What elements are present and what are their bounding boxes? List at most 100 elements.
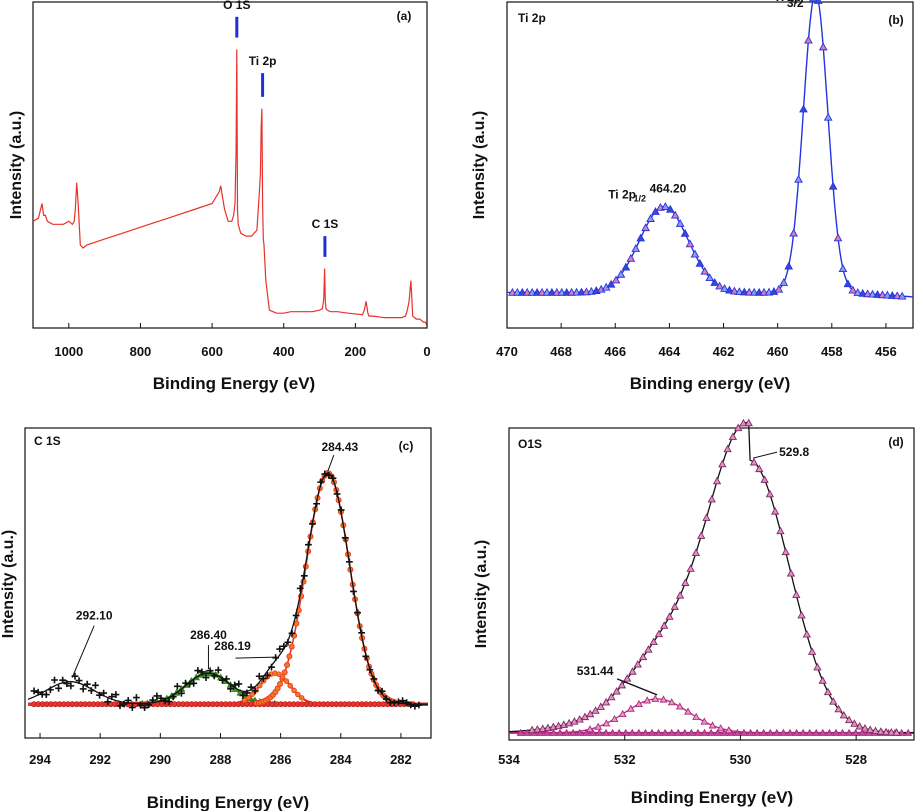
o1s-data-point [543, 723, 553, 732]
c1s-data-point [157, 694, 165, 702]
c1s-data-point [390, 699, 398, 707]
ti2p-data-point [695, 258, 705, 267]
ti2p-data-point [813, 0, 823, 4]
o1s-data-point [844, 715, 854, 724]
o1s-data-point [807, 647, 817, 655]
ti2p-data-point [887, 290, 897, 299]
o1s-baseline-point [608, 728, 617, 736]
panel-a-y-axis-label: Intensity (a.u.) [8, 111, 25, 219]
o1s-data-point [871, 726, 880, 734]
c1s-data-point [173, 682, 181, 690]
panel-b-plot-frame [506, 1, 914, 329]
ti2p-data-point [705, 273, 715, 282]
c1s-shoulder-point [249, 691, 255, 698]
c1s-data-point [255, 672, 263, 680]
leader-line [71, 625, 95, 678]
c1s-main-point [281, 669, 288, 676]
c1s-data-point [214, 666, 222, 674]
panel-c-y-axis-label: Intensity (a.u.) [0, 530, 17, 638]
c1s-data-point [403, 699, 411, 707]
c1s-data-point [341, 534, 349, 542]
c1s-data-point [34, 688, 42, 696]
peak-name-label: Ti 2p [774, 0, 802, 4]
o1s-data-point [702, 513, 711, 521]
o1s-data-point [855, 722, 864, 730]
ti2p-data-point [631, 243, 641, 252]
o1s-shoulder-point [724, 726, 733, 734]
c1s-shoulder-point [245, 694, 252, 701]
leader-line [752, 451, 778, 459]
o1s-data-point [887, 728, 896, 736]
o1s-baseline-point [602, 728, 610, 736]
c1s-data-point [317, 478, 325, 486]
peak-marker-label: C 1S [312, 217, 339, 231]
o1s-data-point [628, 667, 637, 675]
o1s-baseline-point [753, 728, 762, 736]
panel-d-x-tick-label: 532 [614, 752, 636, 767]
o1s-shoulder-point [684, 707, 692, 715]
ti2p-data-point [670, 210, 680, 219]
c1s-data-point [235, 680, 243, 688]
o1s-baseline-point [792, 728, 801, 736]
o1s-baseline-point [621, 728, 630, 736]
c1s-data-point [63, 680, 71, 687]
o1s-baseline-point [818, 728, 827, 736]
o1s-data-point [575, 715, 584, 723]
o1s-data-point [686, 564, 695, 572]
o1s-data-point [760, 475, 769, 483]
ti2p-data-point [873, 290, 882, 298]
o1s-shoulder-point [692, 712, 701, 720]
o1s-data-point [675, 591, 685, 599]
o1s-data-point [607, 692, 616, 701]
o1s-shoulder-point [626, 704, 635, 712]
c1s-data-point [108, 693, 116, 701]
c1s-data-point [206, 667, 214, 675]
o1s-baseline-point [556, 728, 564, 736]
c1s-data-point [75, 677, 83, 685]
o1s-data-point [533, 725, 542, 733]
o1s-baseline-point [812, 728, 821, 736]
o1s-data-point [654, 629, 664, 638]
c1s-data-point [370, 675, 378, 683]
ti2p-data-point [725, 285, 734, 294]
ti2p-data-point [616, 269, 626, 278]
ti2p-data-point [680, 228, 690, 237]
o1s-baseline-point [713, 728, 722, 736]
o1s-baseline-point [516, 728, 525, 736]
ti2p-data-point [804, 35, 813, 44]
c1s-data-point [407, 701, 415, 709]
o1s-baseline-point [831, 728, 840, 736]
panel-b-label: (b) [888, 13, 903, 27]
c1s-data-point [67, 682, 75, 690]
o1s-data-point [538, 724, 547, 732]
peak-value-label: 284.43 [321, 440, 358, 454]
c1s-data-point [280, 642, 288, 650]
panel-c-x-tick-label: 288 [210, 752, 232, 767]
ti2p-data-point [730, 286, 739, 295]
ti2p-fit-line [507, 0, 914, 298]
leader-line [327, 454, 335, 472]
c1s-data-point [337, 506, 345, 514]
ti2p-data-point [734, 287, 744, 296]
o1s-data-point [649, 637, 658, 646]
c1s-data-point [345, 558, 353, 566]
peak-marker-label: O 1S [223, 0, 250, 12]
ti2p-data-point [636, 233, 646, 242]
leader-line [235, 656, 277, 659]
o1s-baseline-point [733, 728, 742, 736]
o1s-shoulder-point [716, 724, 725, 732]
peak-name-subscript: 1/2 [633, 193, 646, 203]
c1s-data-point [100, 689, 108, 697]
c1s-data-point [227, 685, 234, 693]
o1s-data-point [712, 476, 722, 485]
panel-c-x-axis-label: Binding Energy (eV) [147, 793, 309, 811]
c1s-data-point [210, 672, 218, 680]
o1s-data-point [818, 676, 827, 684]
peak-value-label: 531.44 [577, 664, 614, 678]
o1s-baseline-point [739, 728, 748, 736]
o1s-data-point [866, 725, 875, 733]
o1s-data-point [802, 629, 812, 638]
c1s-data-point [96, 691, 103, 699]
